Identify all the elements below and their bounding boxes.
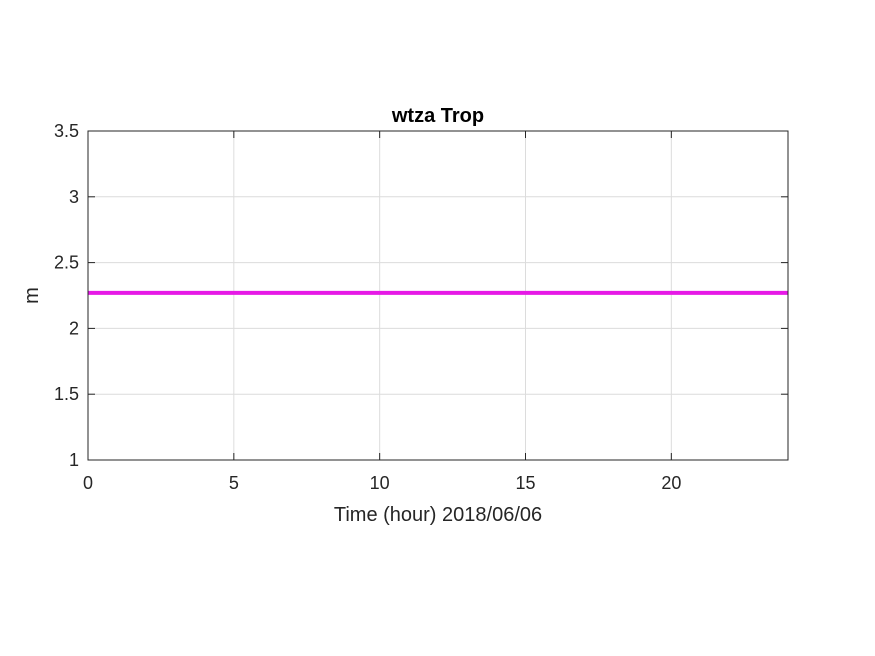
y-tick-label: 3 <box>69 187 79 207</box>
y-tick-label: 2 <box>69 318 79 338</box>
chart-title: wtza Trop <box>391 105 484 127</box>
axis-ticks: 0 5 10 15 20 1 1.5 2 2.5 3 3.5 <box>54 121 788 493</box>
x-tick-label: 15 <box>515 473 535 493</box>
y-axis-label: m <box>21 287 43 304</box>
y-tick-label: 3.5 <box>54 121 79 141</box>
x-tick-label: 5 <box>229 473 239 493</box>
x-tick-label: 10 <box>370 473 390 493</box>
plot-frame <box>87 130 789 461</box>
x-tick-label: 0 <box>83 473 93 493</box>
y-tick-label: 1 <box>69 450 79 470</box>
x-tick-label: 20 <box>661 473 681 493</box>
x-axis-label: Time (hour) 2018/06/06 <box>334 504 542 526</box>
y-tick-label: 1.5 <box>54 384 79 404</box>
plot-area <box>88 131 788 460</box>
y-tick-label: 2.5 <box>54 253 79 273</box>
